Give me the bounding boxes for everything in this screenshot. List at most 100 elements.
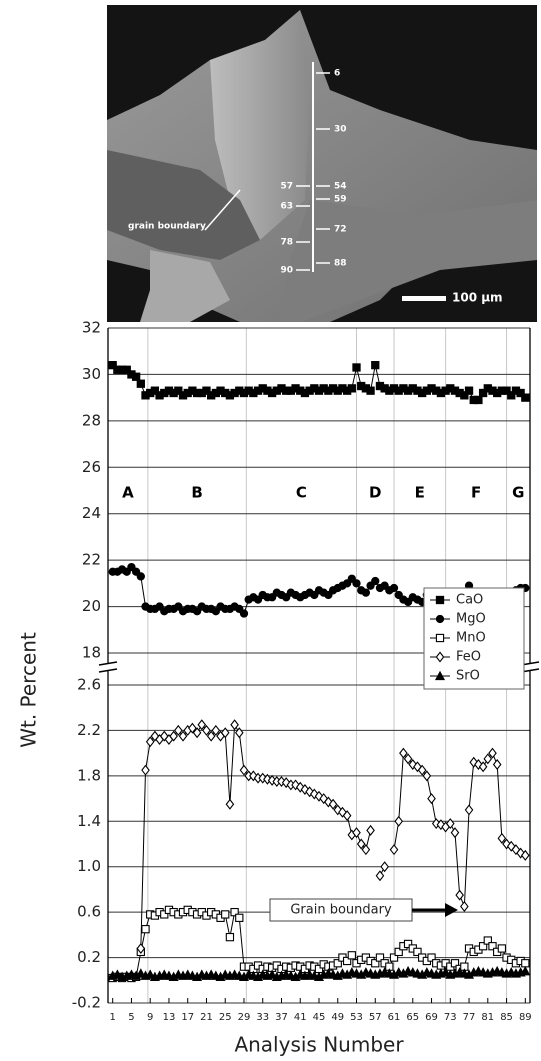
- marker: [520, 965, 531, 976]
- x-tick-label: 81: [481, 1012, 494, 1023]
- marker: [234, 727, 244, 739]
- marker: [197, 719, 207, 731]
- marker: [380, 861, 389, 873]
- x-tick-label: 17: [181, 1012, 194, 1023]
- marker: [108, 360, 117, 370]
- y-tick-label: 32: [82, 319, 101, 337]
- x-tick-label: 85: [500, 1012, 513, 1023]
- marker: [478, 942, 488, 951]
- marker: [206, 730, 216, 742]
- grain: [280, 200, 537, 322]
- marker: [220, 727, 230, 739]
- marker: [478, 388, 488, 398]
- x-tick-label: 21: [200, 1012, 213, 1023]
- marker: [413, 947, 422, 957]
- marker: [352, 363, 361, 372]
- scale-bar-label: 100 µm: [452, 291, 503, 305]
- marker: [169, 730, 178, 742]
- marker: [516, 847, 525, 859]
- marker: [112, 969, 123, 979]
- legend-label: FeO: [456, 650, 481, 665]
- marker: [371, 360, 380, 370]
- traverse-label: 90: [280, 266, 293, 276]
- traverse-label: 59: [334, 195, 347, 205]
- marker: [333, 959, 342, 968]
- micrograph: grain boundary 100 µm: [107, 5, 537, 322]
- legend-label: CaO: [456, 593, 483, 608]
- x-tick-label: 33: [256, 1012, 269, 1023]
- region-label: G: [512, 484, 524, 502]
- marker: [235, 913, 244, 922]
- marker: [324, 796, 333, 808]
- annotation-arrow: [204, 189, 241, 231]
- marker: [474, 759, 483, 770]
- marker: [145, 736, 155, 748]
- traverse-label: 6: [334, 69, 340, 79]
- grain-boundary-label: grain boundary: [128, 222, 206, 232]
- x-tick-label: 69: [425, 1012, 438, 1023]
- y-tick-label: 1.4: [77, 812, 101, 830]
- marker: [281, 777, 291, 789]
- marker: [488, 942, 497, 951]
- marker: [427, 793, 436, 805]
- marker: [483, 753, 493, 765]
- marker: [150, 386, 160, 395]
- marker: [310, 788, 319, 800]
- marker: [202, 386, 211, 395]
- marker: [221, 910, 230, 919]
- legend-label: MnO: [456, 631, 486, 646]
- marker: [497, 944, 507, 953]
- region-label: A: [122, 484, 134, 502]
- marker: [342, 810, 352, 822]
- legend-label: MgO: [456, 612, 486, 627]
- marker: [122, 365, 131, 374]
- scale-bar: [402, 296, 446, 301]
- region-label: B: [191, 484, 202, 502]
- marker: [488, 747, 497, 759]
- marker: [150, 730, 160, 742]
- marker: [366, 824, 375, 836]
- marker: [516, 388, 525, 398]
- marker: [521, 393, 530, 402]
- marker: [371, 959, 380, 968]
- marker: [502, 838, 511, 850]
- marker: [521, 959, 530, 968]
- marker: [394, 815, 404, 827]
- marker: [136, 942, 146, 954]
- y-tick-label: 1.8: [77, 766, 101, 784]
- marker: [291, 779, 300, 791]
- marker: [211, 724, 221, 736]
- marker: [361, 844, 371, 856]
- marker: [497, 832, 507, 844]
- marker: [440, 967, 451, 977]
- grain: [210, 10, 310, 240]
- marker: [507, 391, 516, 400]
- y-tick-label: 0.6: [77, 903, 101, 921]
- legend-marker: [435, 614, 445, 624]
- marker: [230, 719, 239, 731]
- x-tick-label: 1: [110, 1012, 116, 1023]
- legend-marker: [435, 595, 445, 605]
- marker: [431, 818, 441, 830]
- marker: [403, 939, 413, 949]
- y-tick-label: 2.2: [77, 721, 101, 739]
- marker: [347, 384, 356, 393]
- y-tick-label: 0.2: [77, 948, 101, 966]
- marker: [225, 798, 235, 810]
- x-tick-label: 61: [388, 1012, 401, 1023]
- x-tick-label: 45: [313, 1012, 326, 1023]
- marker: [249, 770, 258, 782]
- y-tick-label: 28: [82, 411, 101, 429]
- marker: [230, 907, 239, 917]
- marker: [145, 969, 156, 979]
- annotation: Grain boundary: [290, 903, 392, 918]
- marker: [455, 889, 464, 901]
- annotation-arrowhead: [445, 903, 458, 917]
- marker: [474, 395, 483, 405]
- marker: [464, 386, 474, 395]
- marker: [174, 386, 183, 395]
- marker: [422, 770, 432, 782]
- x-tick-label: 41: [294, 1012, 307, 1023]
- y-tick-label: 1.0: [77, 857, 101, 875]
- marker: [267, 774, 277, 786]
